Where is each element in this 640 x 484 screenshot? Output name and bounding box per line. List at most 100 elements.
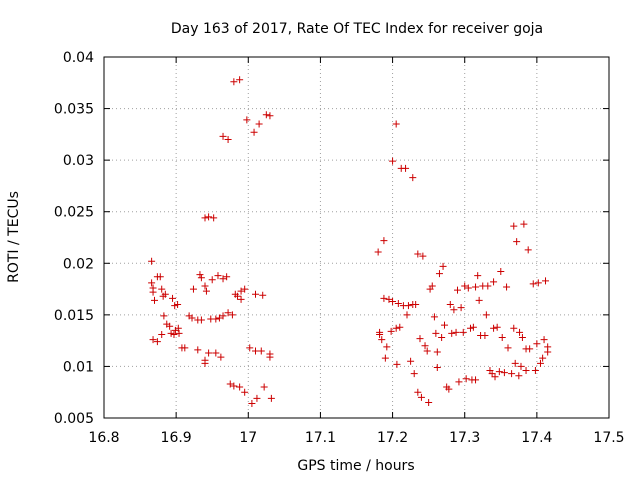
- data-point: [148, 279, 156, 287]
- data-point: [510, 324, 518, 332]
- y-tick-label: 0.03: [63, 153, 94, 169]
- y-tick-label: 0.01: [63, 359, 94, 375]
- data-point: [266, 112, 274, 120]
- data-point: [380, 294, 388, 302]
- data-point: [396, 323, 404, 331]
- data-point: [212, 315, 220, 323]
- data-point: [167, 329, 175, 337]
- data-point: [248, 400, 256, 408]
- data-point: [457, 304, 465, 312]
- data-point: [419, 252, 427, 260]
- data-point: [448, 329, 456, 337]
- data-point: [201, 214, 209, 222]
- data-point: [503, 283, 511, 291]
- data-point: [518, 334, 526, 342]
- data-point: [539, 354, 547, 362]
- data-point: [490, 324, 498, 332]
- data-point: [432, 329, 440, 337]
- data-point: [417, 393, 425, 401]
- data-point: [482, 311, 490, 319]
- data-point: [516, 328, 524, 336]
- data-point: [210, 214, 218, 222]
- data-point: [455, 378, 463, 386]
- data-point: [212, 349, 220, 357]
- data-point: [201, 359, 209, 367]
- data-point: [488, 370, 496, 378]
- data-point: [425, 399, 433, 407]
- data-point: [230, 382, 238, 390]
- data-point: [522, 367, 530, 375]
- data-point: [224, 136, 232, 144]
- data-point: [524, 246, 532, 254]
- data-point: [188, 314, 196, 322]
- data-point: [461, 282, 469, 290]
- data-point: [513, 238, 521, 246]
- data-point: [515, 372, 523, 380]
- data-point: [228, 311, 236, 319]
- data-point: [466, 324, 474, 332]
- data-point: [196, 271, 204, 279]
- data-point: [169, 294, 177, 302]
- y-tick-label: 0.025: [54, 205, 94, 221]
- data-point: [491, 373, 499, 381]
- axis-ticks: 16.8 16.9 17 17.1 17.2 17.3 17.4 17.5 0.005 0.01 0…: [54, 50, 625, 446]
- data-point: [454, 286, 461, 294]
- x-tick-label: 17.3: [449, 430, 480, 446]
- data-point: [250, 128, 258, 136]
- x-tick-label: 16.9: [161, 430, 192, 446]
- data-point: [226, 380, 234, 388]
- data-point: [472, 283, 480, 291]
- x-axis-label: GPS time / hours: [297, 458, 414, 474]
- data-point: [421, 342, 429, 350]
- data-point: [493, 323, 501, 331]
- data-point: [217, 353, 225, 361]
- data-point: [433, 348, 441, 356]
- data-point: [533, 340, 541, 348]
- data-point: [267, 394, 275, 402]
- data-point: [536, 359, 544, 367]
- data-point: [435, 270, 443, 278]
- data-point: [194, 346, 202, 354]
- data-point: [241, 388, 249, 396]
- data-point: [189, 285, 197, 293]
- x-tick-label: 17: [239, 430, 257, 446]
- data-point: [160, 312, 168, 320]
- data-point: [430, 313, 438, 321]
- data-point: [376, 330, 384, 338]
- data-point: [170, 330, 178, 338]
- data-point: [469, 323, 477, 331]
- data-point: [416, 335, 424, 343]
- y-tick-label: 0.04: [63, 50, 94, 66]
- data-point: [441, 321, 449, 329]
- data-point: [414, 388, 422, 396]
- data-point: [414, 250, 422, 258]
- data-point: [151, 296, 158, 304]
- data-point: [174, 301, 182, 309]
- data-point: [174, 324, 182, 332]
- data-point: [439, 262, 447, 270]
- data-point: [158, 330, 166, 338]
- data-point: [161, 290, 169, 298]
- data-point: [236, 383, 244, 391]
- data-point: [389, 157, 397, 165]
- data-point: [243, 116, 251, 124]
- data-point: [205, 349, 213, 357]
- data-point: [481, 331, 489, 339]
- data-point: [219, 275, 227, 283]
- data-point: [215, 314, 223, 322]
- data-point: [181, 344, 189, 352]
- data-point: [208, 276, 216, 284]
- data-point: [517, 362, 525, 370]
- data-point: [410, 370, 418, 378]
- data-point: [438, 334, 446, 342]
- data-point: [201, 282, 209, 290]
- data-point: [423, 347, 431, 355]
- grid: [104, 57, 609, 418]
- data-point: [259, 291, 267, 299]
- data-point: [511, 359, 519, 367]
- data-point: [498, 334, 506, 342]
- x-tick-label: 17.5: [593, 430, 624, 446]
- x-tick-label: 16.8: [88, 430, 119, 446]
